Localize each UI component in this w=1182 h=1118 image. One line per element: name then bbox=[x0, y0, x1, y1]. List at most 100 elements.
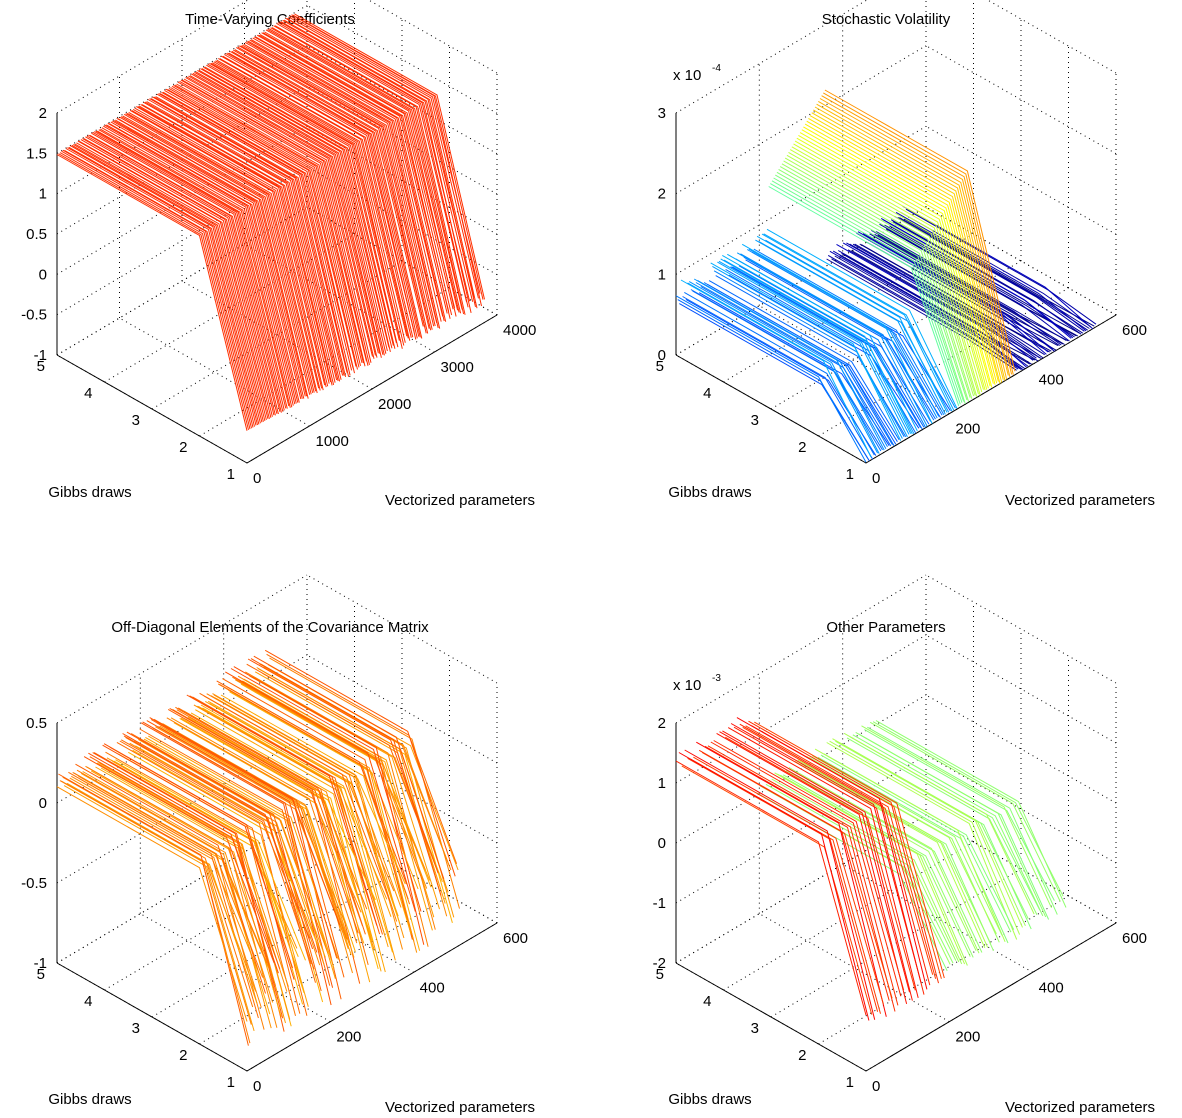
chart-title: Other Parameters bbox=[826, 619, 945, 636]
surface-line bbox=[736, 717, 928, 990]
surface-line bbox=[905, 208, 1097, 325]
surface-line bbox=[224, 54, 415, 333]
surface-line bbox=[788, 151, 979, 395]
surface-line bbox=[172, 708, 363, 927]
surface-line bbox=[106, 124, 297, 404]
surface-line bbox=[867, 726, 1058, 915]
surface-line bbox=[86, 135, 278, 414]
surface-line bbox=[687, 757, 879, 1012]
surface-line bbox=[135, 106, 327, 388]
z-tick-label: -1 bbox=[34, 347, 47, 364]
surface-line bbox=[789, 149, 981, 396]
surface-line bbox=[253, 36, 445, 322]
surface-line bbox=[820, 754, 1012, 933]
surface-line bbox=[149, 717, 341, 926]
z-tick-label: 0.5 bbox=[26, 715, 47, 732]
surface-line bbox=[677, 299, 869, 459]
surface-line bbox=[266, 653, 458, 864]
surface-line bbox=[98, 761, 289, 987]
surface-line bbox=[291, 14, 482, 307]
surface-line bbox=[228, 52, 420, 337]
surface-line bbox=[256, 34, 448, 314]
surface-line bbox=[710, 262, 902, 441]
surface-line bbox=[75, 763, 266, 994]
surface-line bbox=[140, 722, 332, 1006]
surface-line bbox=[85, 136, 276, 416]
surface-line bbox=[748, 248, 940, 417]
surface-line bbox=[712, 265, 903, 439]
x-tick-label: 200 bbox=[955, 421, 980, 438]
plot-area: 0 1 2 3 0 200 400 600 1 2 3 4 5 bbox=[656, 0, 1147, 487]
x-tick-label: 2000 bbox=[378, 396, 411, 413]
y-tick-label: 5 bbox=[37, 966, 45, 983]
surface-line bbox=[718, 260, 910, 435]
surface-line bbox=[88, 752, 279, 974]
surface-line bbox=[200, 68, 391, 353]
surface-line bbox=[159, 725, 351, 946]
surface-line bbox=[230, 51, 421, 338]
surface-line bbox=[240, 45, 432, 331]
surface-line bbox=[115, 119, 306, 397]
x-tick-label: 600 bbox=[1122, 930, 1147, 947]
surface-line bbox=[153, 718, 345, 978]
surface-line bbox=[261, 32, 453, 316]
surface-line bbox=[247, 40, 439, 329]
y-axis-label: Gibbs draws bbox=[48, 1091, 131, 1108]
surface-line bbox=[684, 749, 876, 1020]
surface-line bbox=[225, 671, 416, 912]
surface-line bbox=[95, 130, 287, 409]
surface-line bbox=[745, 259, 936, 420]
surface-line bbox=[126, 112, 318, 394]
grid-line bbox=[675, 574, 927, 724]
chart-title: Stochastic Volatility bbox=[822, 11, 951, 28]
surface-line bbox=[112, 120, 303, 399]
surface-line bbox=[890, 219, 1082, 335]
y-tick-label: 4 bbox=[703, 993, 711, 1010]
surface-line bbox=[189, 695, 381, 935]
surface-line bbox=[722, 254, 913, 435]
y-axis-label: Gibbs draws bbox=[668, 1091, 751, 1108]
surface-line bbox=[786, 154, 978, 398]
y-tick-label: 4 bbox=[84, 993, 92, 1010]
surface-line bbox=[115, 759, 306, 961]
panel-stochastic-volatility: Stochastic Volatility x 10 -4 0 1 2 3 0 200 40… bbox=[656, 0, 1155, 509]
surface-line bbox=[194, 71, 385, 356]
surface-line bbox=[241, 44, 433, 330]
surface-line bbox=[237, 46, 429, 334]
z-tick-label: -0.5 bbox=[21, 307, 47, 324]
surface-line bbox=[685, 298, 877, 456]
surface-line bbox=[286, 17, 478, 309]
x-tick-label: 200 bbox=[955, 1029, 980, 1046]
surface-line bbox=[864, 729, 1055, 901]
grid-line bbox=[675, 0, 868, 114]
grid-line bbox=[199, 287, 450, 437]
surface-line bbox=[784, 157, 976, 396]
surface-line bbox=[119, 116, 311, 395]
surface-line bbox=[179, 717, 371, 983]
surface-line bbox=[265, 29, 457, 317]
surface-line bbox=[64, 149, 255, 427]
surface-line bbox=[761, 233, 953, 412]
surface-line bbox=[77, 140, 269, 419]
surface-line bbox=[274, 25, 466, 315]
surface-line bbox=[79, 140, 270, 420]
y-tick-label: 1 bbox=[227, 1074, 235, 1091]
surface-line bbox=[122, 733, 314, 950]
surface-line bbox=[104, 124, 296, 405]
surface-line bbox=[122, 115, 314, 394]
surface-line bbox=[276, 23, 468, 303]
grid-line bbox=[306, 4, 498, 114]
surface-line bbox=[783, 160, 975, 397]
surface-line bbox=[120, 739, 312, 965]
surface-line bbox=[904, 218, 1095, 327]
surface-line bbox=[846, 737, 1038, 916]
x-axis-label: Vectorized parameters bbox=[385, 1099, 535, 1116]
x-tick-label: 200 bbox=[336, 1029, 361, 1046]
x-axis-line bbox=[246, 922, 498, 1072]
surface-line bbox=[851, 250, 1042, 360]
grid-line bbox=[675, 814, 927, 964]
surface-line bbox=[782, 774, 974, 958]
surface-line bbox=[92, 752, 284, 1019]
x-axis-line bbox=[246, 314, 498, 464]
surface-line bbox=[739, 723, 931, 986]
